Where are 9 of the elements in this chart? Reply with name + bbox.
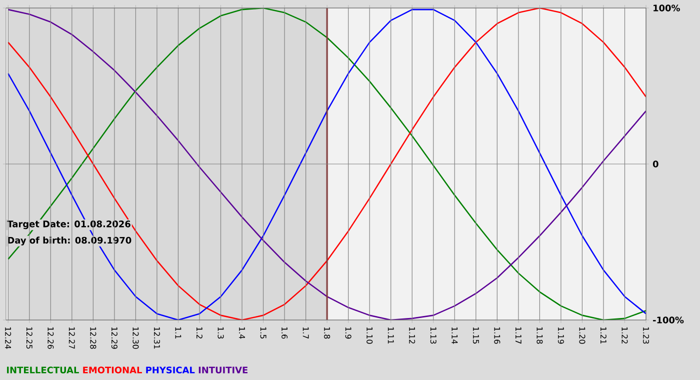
annotation: Target Date: 01.08.2026 <box>7 220 130 230</box>
y-tick-label: 0 <box>652 160 658 168</box>
text: INTELLECTUAL <box>7 366 79 374</box>
y-tick-label: -100% <box>653 316 684 324</box>
y-tick-label: 100% <box>654 4 680 12</box>
text: EMOTIONAL <box>83 366 142 374</box>
text: INTUITIVE <box>198 366 248 374</box>
text: PHYSICAL <box>146 366 195 374</box>
annotation: Day of birth: 08.09.1970 <box>8 236 132 246</box>
